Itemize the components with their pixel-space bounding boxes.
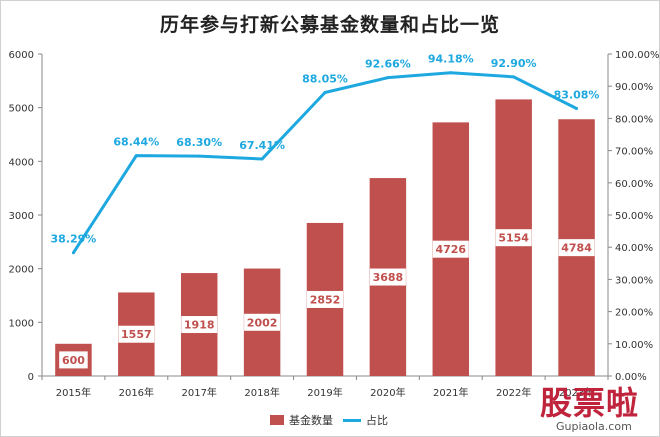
line-value-label: 92.66% [365,58,411,71]
bar-label-box [118,325,155,343]
line-value-label: 88.05% [302,72,348,85]
y-left-tick-label: 2000 [9,265,34,276]
bar-label-box [59,351,88,369]
line-point [323,90,327,94]
y-right-tick-label: 80.00% [615,114,653,125]
y-right-tick-label: 70.00% [615,147,653,158]
x-tick-label: 2021年 [433,386,468,399]
x-tick-label: 2023年 [559,386,594,399]
bar-value-label: 4726 [435,243,466,256]
line-value-label: 68.44% [113,136,159,149]
line-value-label: 92.90% [491,57,537,70]
y-left-tick-label: 5000 [9,104,34,115]
y-left-tick-label: 1000 [9,318,34,329]
legend-swatch-line [343,418,361,422]
bar-value-label: 2852 [310,293,341,306]
legend-label-bar: 基金数量 [289,414,333,427]
bar-value-label: 5154 [498,232,529,245]
line-value-label: 94.18% [428,53,474,66]
line-point [134,154,138,158]
y-right-tick-label: 100.00% [615,50,660,61]
bar-label-box [307,290,343,308]
line-point [260,157,264,161]
bar-value-label: 2002 [247,316,278,329]
y-right-tick-label: 10.00% [615,340,653,351]
legend-swatch-bar [270,415,284,425]
bar-label-box [495,229,532,247]
legend-item-bar: 基金数量 [270,412,333,428]
line-point [575,106,579,110]
chart-title: 历年参与打新公募基金数量和占比一览 [159,14,500,36]
bar-value-label: 1557 [121,328,152,341]
line-value-label: 68.30% [176,136,222,149]
line-value-label: 67.41% [239,139,285,152]
y-right-tick-label: 90.00% [615,82,653,93]
bar-label-box [369,268,406,286]
legend-item-line: 占比 [343,412,388,428]
y-left-tick-label: 6000 [9,50,34,61]
chart-legend: 基金数量 占比 [270,412,388,428]
legend-label-line: 占比 [366,414,388,427]
bar-value-label: 600 [62,354,85,367]
line-value-label: 83.08% [554,88,600,101]
bar-label-box [432,240,469,258]
bar-label-box [244,313,281,331]
line-point [449,71,453,75]
y-left-tick-label: 0 [28,372,34,383]
line-point [197,154,201,158]
x-tick-label: 2019年 [307,386,342,399]
line-point [386,76,390,80]
bar-label-box [181,316,218,334]
bar-value-label: 1918 [184,319,215,332]
y-right-tick-label: 50.00% [615,211,653,222]
y-left-tick-label: 4000 [9,157,34,168]
watermark-url: Gupiaola.com [556,420,632,433]
line-point [512,75,516,79]
line-point [71,251,75,255]
x-tick-label: 2022年 [496,386,531,399]
x-tick-label: 2018年 [244,386,279,399]
y-right-tick-label: 20.00% [615,308,653,319]
y-right-tick-label: 0.00% [615,372,647,383]
bar-value-label: 3688 [373,271,404,284]
y-right-tick-label: 40.00% [615,243,653,254]
y-right-tick-label: 30.00% [615,275,653,286]
watermark-logo: 股票啦 [540,384,640,422]
x-tick-label: 2016年 [119,386,154,399]
x-tick-label: 2015年 [56,386,91,399]
x-tick-label: 2020年 [370,386,405,399]
y-left-tick-label: 3000 [9,211,34,222]
bar-value-label: 4784 [561,242,592,255]
y-right-tick-label: 60.00% [615,179,653,190]
bar-label-box [558,239,595,257]
x-tick-label: 2017年 [181,386,216,399]
line-value-label: 38.29% [51,233,97,246]
